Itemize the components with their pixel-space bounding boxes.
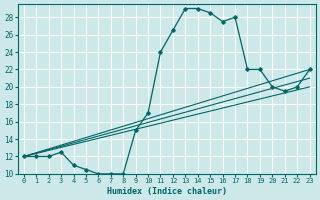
X-axis label: Humidex (Indice chaleur): Humidex (Indice chaleur) (107, 187, 227, 196)
